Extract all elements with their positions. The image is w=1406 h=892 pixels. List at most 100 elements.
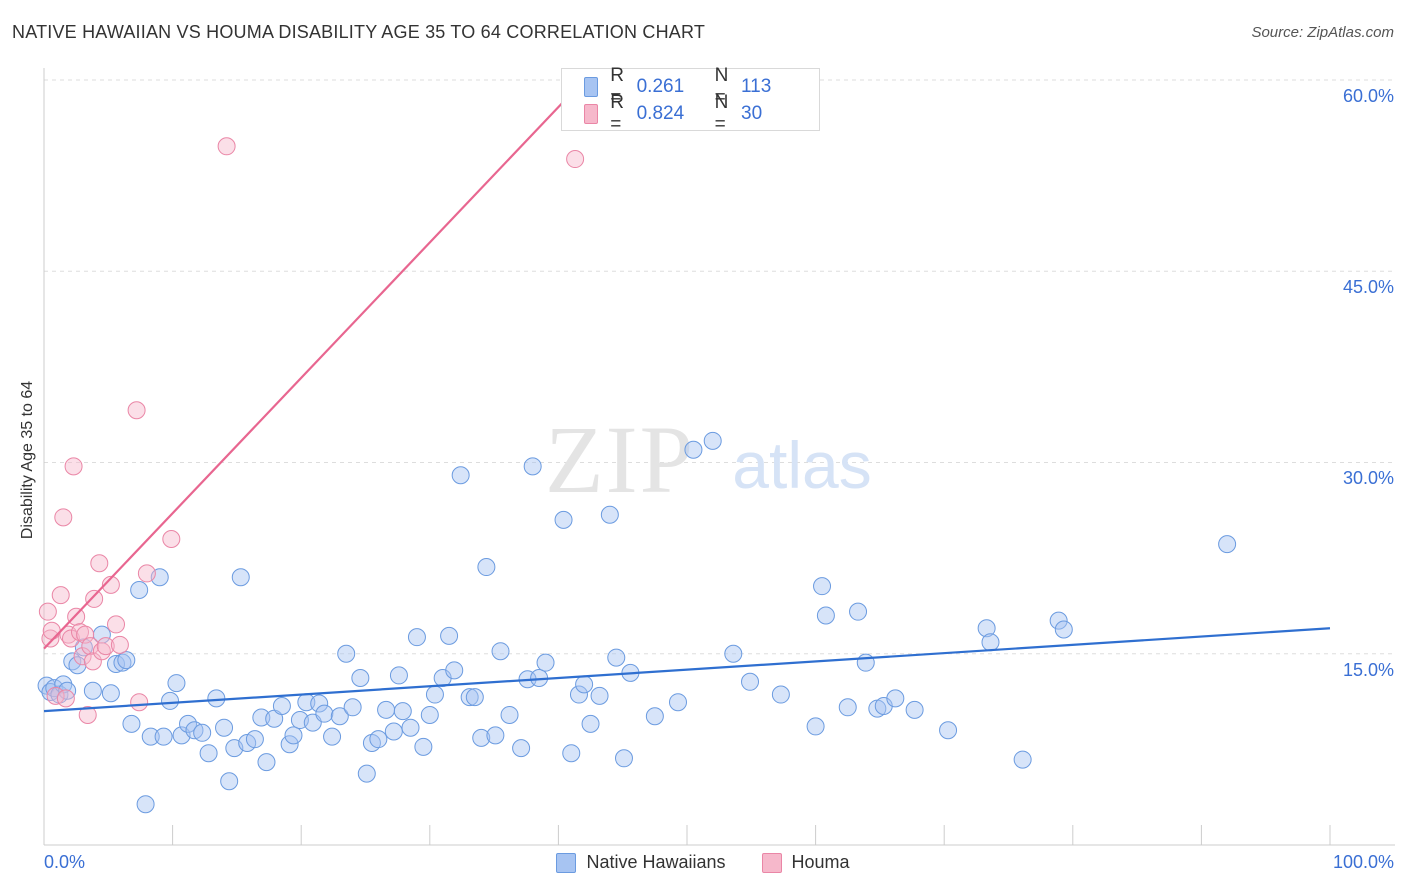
point-native-hawaiians [323,727,342,746]
legend-n-value: 30 [741,103,763,124]
point-native-hawaiians [272,697,291,716]
point-native-hawaiians [74,638,93,657]
point-native-hawaiians [284,726,303,745]
point-native-hawaiians [668,693,687,712]
point-native-hawaiians [838,698,857,717]
point-houma [71,623,90,642]
source-label: Source: ZipAtlas.com [1251,24,1394,41]
point-native-hawaiians [101,684,120,703]
point-native-hawaiians [83,681,102,700]
point-houma [51,586,70,605]
point-native-hawaiians [1054,620,1073,639]
point-native-hawaiians [207,689,226,708]
chart-title: NATIVE HAWAIIAN VS HOUMA DISABILITY AGE … [12,22,706,42]
point-houma [217,137,236,156]
point-native-hawaiians [445,661,464,680]
point-native-hawaiians [357,764,376,783]
point-native-hawaiians [154,727,173,746]
point-native-hawaiians [477,558,496,577]
point-native-hawaiians [977,619,996,638]
point-houma [64,457,83,476]
point-native-hawaiians [337,644,356,663]
point-native-hawaiians [117,651,136,670]
point-native-hawaiians [981,633,1000,652]
point-houma [41,629,60,648]
point-native-hawaiians [905,700,924,719]
gridlines [44,79,1395,655]
point-houma [81,637,100,656]
bottom-legend-native-hawaiians[interactable]: Native Hawaiians [556,852,726,873]
point-native-hawaiians [607,648,626,667]
point-native-hawaiians [816,606,835,625]
legend-n-label: N = [714,92,729,135]
point-native-hawaiians [141,727,160,746]
point-native-hawaiians [741,672,760,691]
point-native-hawaiians [486,726,505,745]
point-native-hawaiians [414,737,433,756]
bottom-legend: Native Hawaiians Houma [0,852,1406,873]
point-native-hawaiians [351,668,370,687]
point-native-hawaiians [315,704,334,723]
point-houma [76,625,95,644]
bottom-legend-houma[interactable]: Houma [761,852,850,873]
point-houma [566,150,585,169]
bottom-legend-swatch-pink [761,852,782,873]
point-native-hawaiians [523,457,542,476]
point-native-hawaiians [554,510,573,529]
point-native-hawaiians [472,728,491,747]
point-native-hawaiians [310,694,329,713]
trendline-houma [43,79,585,650]
x-tick-label-max: 100.0% [1332,852,1394,872]
point-houma [96,637,115,656]
point-houma [107,615,126,634]
point-native-hawaiians [330,707,349,726]
point-native-hawaiians [806,717,825,736]
bottom-legend-label: Houma [791,852,850,872]
legend-swatch-pink [584,104,599,124]
axes [43,68,1395,846]
point-native-hawaiians [107,654,126,673]
point-native-hawaiians [130,581,149,599]
point-native-hawaiians [575,675,594,694]
point-native-hawaiians [220,772,239,791]
point-native-hawaiians [562,744,581,763]
point-native-hawaiians [645,707,664,726]
watermark-atlas: atlas [732,428,871,502]
point-native-hawaiians [369,730,388,749]
bottom-legend-swatch-blue [556,852,577,873]
point-houma [56,689,75,708]
point-houma [85,589,104,608]
point-native-hawaiians [245,730,264,749]
legend-swatch-blue [584,77,599,97]
point-native-hawaiians [167,674,186,693]
point-native-hawaiians [401,718,420,737]
point-native-hawaiians [813,577,832,596]
point-native-hawaiians [590,686,609,705]
trendlines [43,79,1331,713]
watermark: ZIP atlas [545,406,872,513]
point-native-hawaiians [849,602,868,621]
point-native-hawaiians [389,666,408,685]
point-native-hawaiians [600,505,619,524]
bottom-legend-label: Native Hawaiians [586,852,726,872]
y-tick-label-30: 30.0% [1342,468,1394,488]
point-native-hawaiians [771,685,790,704]
point-native-hawaiians [1049,611,1068,630]
point-native-hawaiians [724,644,743,663]
point-native-hawaiians [58,681,77,700]
point-native-hawaiians [179,714,198,733]
point-houma [90,554,109,573]
point-native-hawaiians [425,685,444,704]
legend-r-label: R = [610,65,624,108]
point-native-hawaiians [199,744,218,763]
y-tick-label-45: 45.0% [1342,277,1394,297]
point-houma [110,635,129,654]
point-houma [54,508,73,527]
legend-n-value: 113 [741,76,772,97]
point-native-hawaiians [465,688,484,707]
point-houma [127,401,146,420]
point-houma [62,629,81,648]
point-native-hawaiians [343,698,362,717]
point-native-hawaiians [703,431,722,450]
